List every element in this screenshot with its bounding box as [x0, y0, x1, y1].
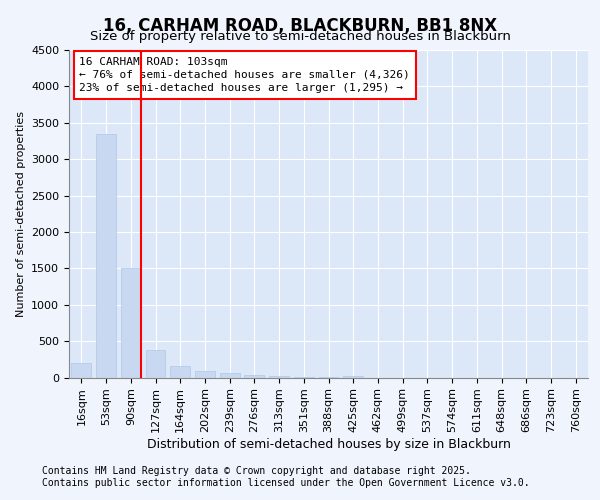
Bar	[294, 377, 314, 378]
Text: 16, CARHAM ROAD, BLACKBURN, BB1 8NX: 16, CARHAM ROAD, BLACKBURN, BB1 8NX	[103, 18, 497, 36]
Bar	[96, 134, 116, 378]
Bar	[220, 373, 239, 378]
Bar	[343, 376, 363, 378]
Text: 16 CARHAM ROAD: 103sqm
← 76% of semi-detached houses are smaller (4,326)
23% of : 16 CARHAM ROAD: 103sqm ← 76% of semi-det…	[79, 56, 410, 93]
Bar	[244, 374, 264, 378]
Bar	[121, 268, 140, 378]
Bar	[269, 376, 289, 378]
Bar	[146, 350, 166, 378]
X-axis label: Distribution of semi-detached houses by size in Blackburn: Distribution of semi-detached houses by …	[146, 438, 511, 451]
Bar	[71, 363, 91, 378]
Bar	[170, 366, 190, 378]
Text: Contains HM Land Registry data © Crown copyright and database right 2025.
Contai: Contains HM Land Registry data © Crown c…	[42, 466, 530, 487]
Bar	[195, 371, 215, 378]
Y-axis label: Number of semi-detached properties: Number of semi-detached properties	[16, 111, 26, 317]
Text: Size of property relative to semi-detached houses in Blackburn: Size of property relative to semi-detach…	[89, 30, 511, 43]
